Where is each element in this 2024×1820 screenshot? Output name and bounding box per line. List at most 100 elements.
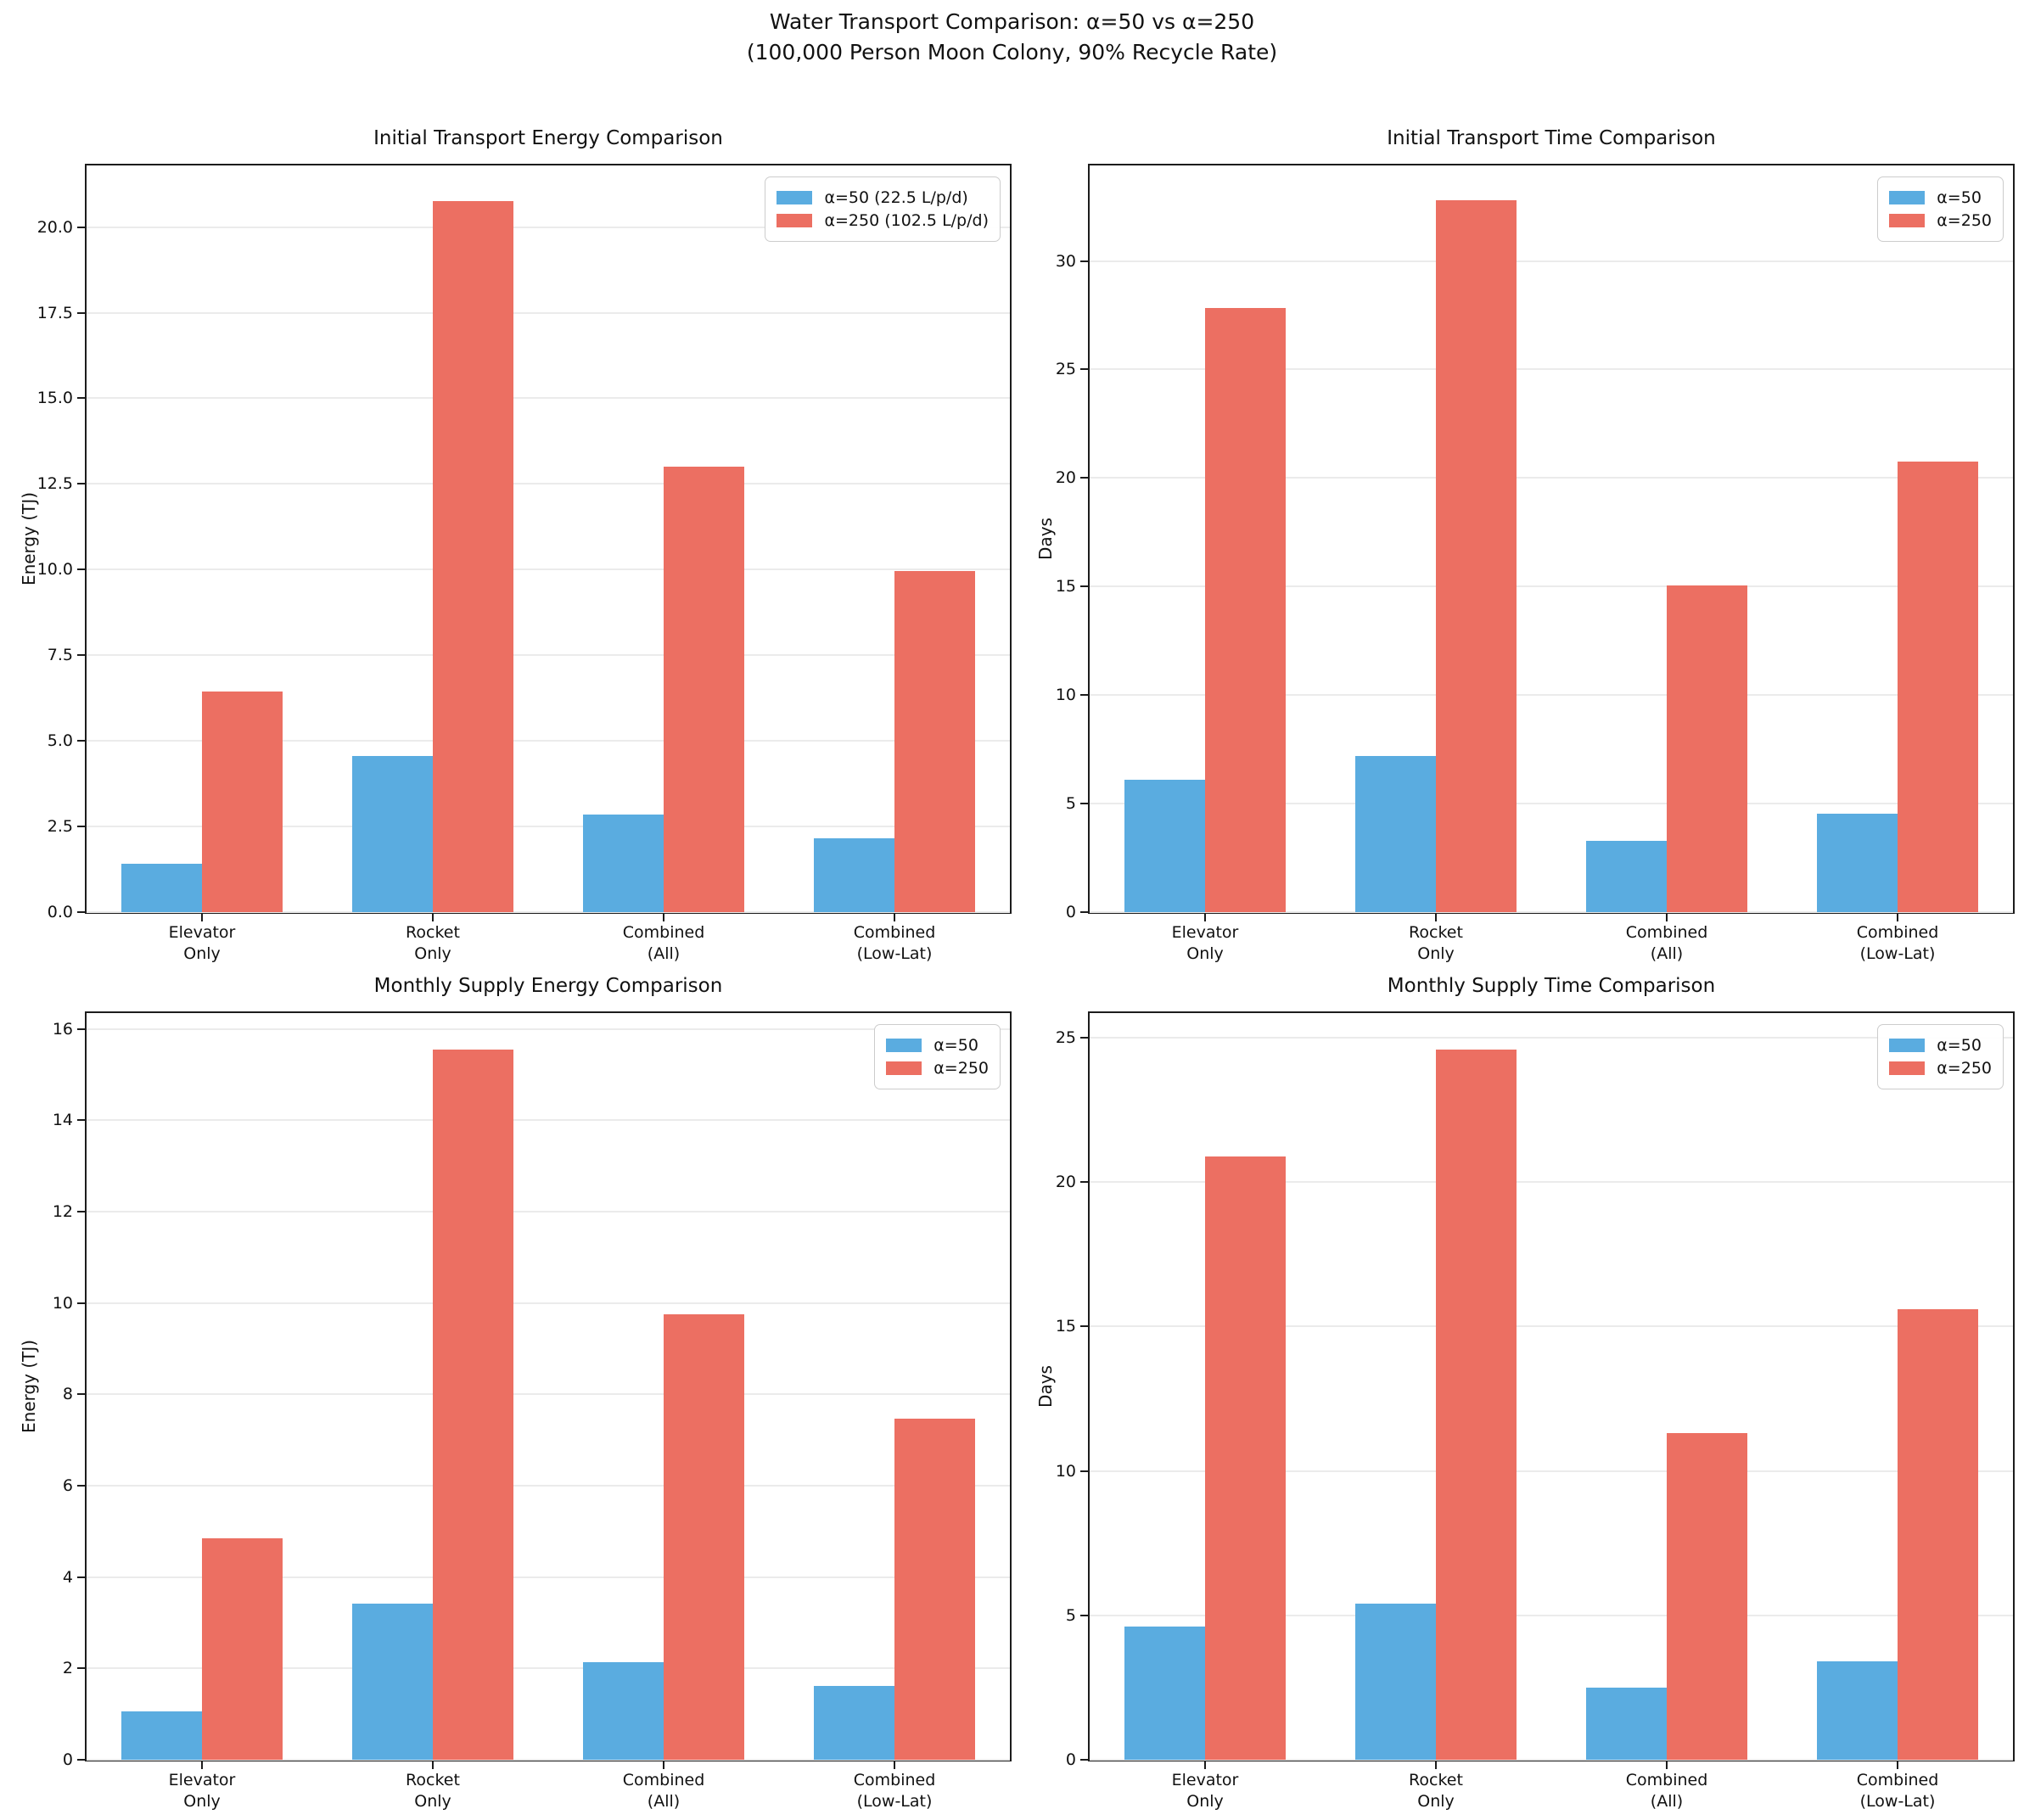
legend-swatch-alpha50	[886, 1039, 922, 1052]
y-gridline	[87, 568, 1010, 571]
y-tick-label: 5	[1065, 1605, 1076, 1625]
x-tick-label-line: (Low-Lat)	[1859, 1792, 1936, 1811]
x-tick-label-line: Elevator	[1171, 1771, 1239, 1789]
y-tick-mark	[77, 483, 85, 485]
y-tick-mark	[77, 1302, 85, 1304]
bar-monthly-supply-energy-1-series0	[351, 1604, 433, 1760]
y-gridline	[1090, 368, 2013, 371]
x-tick-label-line: Only	[414, 1792, 451, 1811]
y-gridline	[1090, 1036, 2013, 1039]
y-tick-mark	[1080, 585, 1088, 588]
x-tick-mark	[1897, 914, 1898, 921]
legend-label: α=250	[1937, 1059, 1992, 1078]
y-gridline	[87, 397, 1010, 400]
x-tick-label-line: Combined	[1856, 923, 1939, 942]
x-tick-label-line: (All)	[1650, 1792, 1684, 1811]
legend-entry: α=50	[886, 1036, 989, 1055]
y-tick-label: 2.5	[47, 817, 73, 837]
y-tick-mark	[77, 226, 85, 228]
x-tick-label: Combined (Low-Lat)	[779, 922, 1010, 965]
y-tick-label: 6	[62, 1476, 73, 1496]
x-tick-label: Combined (Low-Lat)	[1782, 1770, 2013, 1812]
x-tick-label: Combined (All)	[1551, 922, 1782, 965]
y-tick-label: 16	[52, 1019, 73, 1039]
bar-monthly-supply-energy-2-series1	[664, 1314, 745, 1760]
bar-initial-transport-time-0-series0	[1124, 779, 1205, 912]
bar-initial-transport-energy-0-series1	[202, 691, 283, 912]
y-tick-label: 0	[1065, 903, 1076, 921]
x-tick-label-line: Only	[1417, 944, 1455, 963]
legend-label: α=250	[934, 1059, 989, 1078]
y-gridline	[1090, 911, 2013, 913]
x-tick-label: Combined (Low-Lat)	[779, 1770, 1010, 1812]
y-gridline	[87, 1028, 1010, 1030]
y-gridline	[1090, 1325, 2013, 1328]
legend-label: α=250	[1937, 211, 1992, 230]
x-tick-label-line: Combined	[1625, 923, 1708, 942]
bar-monthly-supply-energy-1-series1	[433, 1049, 514, 1760]
y-tick-label: 0	[1065, 1750, 1076, 1769]
x-tick-label: Combined (All)	[548, 922, 779, 965]
chart-title-monthly-energy: Monthly Supply Energy Comparison	[373, 975, 723, 997]
legend: α=50 α=250	[1877, 1024, 2004, 1089]
y-tick-mark	[77, 1667, 85, 1670]
legend-entry: α=250	[1889, 211, 1992, 230]
y-gridline	[87, 1667, 1010, 1670]
y-gridline	[87, 1211, 1010, 1213]
ylabel-initial-energy: Energy (TJ)	[19, 491, 39, 586]
y-gridline	[87, 740, 1010, 742]
x-tick-mark	[1666, 914, 1668, 921]
ylabel-monthly-time: Days	[1035, 1365, 1056, 1408]
x-tick-label-line: Elevator	[168, 923, 236, 942]
x-tick-mark	[201, 914, 203, 921]
chart-title-monthly-time: Monthly Supply Time Comparison	[1387, 975, 1716, 997]
y-tick-label: 17.5	[36, 303, 73, 322]
x-tick-mark	[432, 914, 434, 921]
y-tick-label: 7.5	[47, 646, 73, 665]
x-tick-label-line: (Low-Lat)	[856, 944, 933, 963]
y-tick-mark	[77, 740, 85, 742]
y-gridline	[87, 1759, 1010, 1761]
bar-initial-transport-time-1-series1	[1436, 199, 1517, 912]
y-tick-mark	[1080, 803, 1088, 805]
y-gridline	[1090, 1181, 2013, 1184]
bar-initial-transport-energy-2-series1	[664, 467, 745, 912]
y-tick-label: 4	[62, 1567, 73, 1587]
x-tick-label: Rocket Only	[1320, 922, 1551, 965]
x-tick-label-line: Only	[183, 1792, 221, 1811]
y-tick-label: 30	[1055, 251, 1076, 271]
figure-title-line2: (100,000 Person Moon Colony, 90% Recycle…	[746, 40, 1278, 64]
y-tick-label: 0	[62, 1750, 73, 1769]
monthly-supply-energy-chart: 0 2 4 6 8 10 12 14 16 Elevator Only Rocket Only Combi…	[53, 1011, 1012, 1811]
y-tick-mark	[1080, 1181, 1088, 1184]
x-tick-label-line: Only	[1186, 944, 1224, 963]
x-tick-label-line: (Low-Lat)	[856, 1792, 933, 1811]
y-tick-label: 12	[52, 1202, 73, 1222]
bar-initial-transport-time-1-series0	[1354, 755, 1436, 912]
y-tick-label: 14	[52, 1111, 73, 1130]
y-tick-label: 5	[1065, 794, 1076, 814]
y-gridline	[1090, 694, 2013, 697]
bar-initial-transport-energy-3-series1	[894, 571, 976, 912]
bar-monthly-supply-energy-3-series1	[894, 1419, 976, 1760]
y-tick-label: 8	[62, 1385, 73, 1404]
legend-entry: α=50	[1889, 1036, 1992, 1055]
y-tick-label: 0.0	[47, 903, 73, 921]
x-tick-label: Elevator Only	[1090, 922, 1320, 965]
y-gridline	[87, 1485, 1010, 1487]
legend-swatch-alpha250	[1889, 1061, 1926, 1075]
x-tick-mark	[1204, 1761, 1206, 1769]
legend-swatch-alpha250	[1889, 214, 1926, 227]
y-gridline	[87, 226, 1010, 228]
bar-monthly-supply-time-2-series0	[1585, 1687, 1667, 1760]
x-tick-mark	[1897, 1761, 1898, 1769]
y-tick-mark	[77, 911, 85, 913]
x-tick-label-line: Rocket	[1409, 1771, 1463, 1789]
bar-monthly-supply-energy-2-series0	[582, 1661, 664, 1760]
y-gridline	[1090, 1614, 2013, 1616]
y-tick-mark	[1080, 1759, 1088, 1761]
y-tick-mark	[77, 311, 85, 314]
chart-title-initial-time: Initial Transport Time Comparison	[1387, 127, 1716, 149]
x-tick-label-line: Elevator	[1171, 923, 1239, 942]
y-tick-mark	[1080, 260, 1088, 262]
